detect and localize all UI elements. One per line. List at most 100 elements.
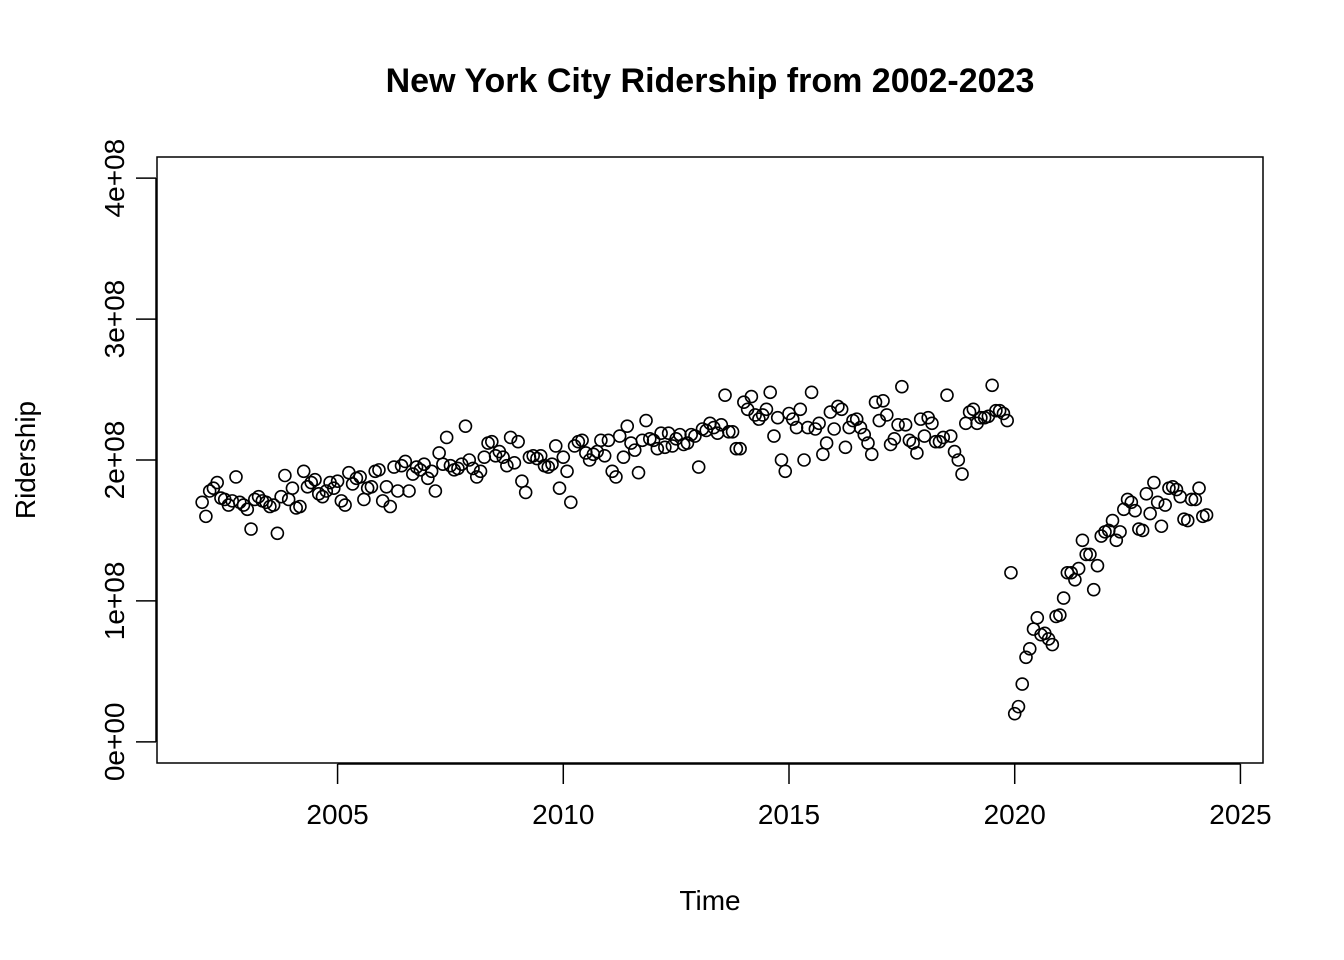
- data-point: [996, 406, 1011, 421]
- data-point: [989, 403, 1003, 418]
- data-points: [195, 378, 1214, 721]
- data-point: [278, 468, 292, 483]
- data-point: [390, 484, 405, 498]
- data-point: [722, 425, 736, 439]
- data-point: [1007, 706, 1022, 721]
- data-point: [609, 470, 623, 484]
- chart-title: New York City Ridership from 2002-2023: [386, 62, 1035, 100]
- data-point: [819, 436, 834, 450]
- data-point: [334, 494, 349, 508]
- data-point: [357, 492, 371, 507]
- data-point: [804, 385, 819, 400]
- data-point: [646, 433, 661, 448]
- data-point: [327, 481, 341, 495]
- x-tick-label: 2005: [306, 799, 368, 830]
- data-point: [1090, 558, 1105, 573]
- data-point: [383, 499, 398, 514]
- data-point: [296, 464, 311, 479]
- x-tick-label: 2025: [1209, 799, 1271, 830]
- data-point: [244, 522, 258, 536]
- data-point: [1184, 492, 1199, 507]
- data-point: [639, 413, 653, 428]
- data-point: [767, 429, 781, 443]
- data-point: [725, 425, 740, 439]
- x-axis: 2005 2010 2015 2020 2025: [306, 763, 1272, 830]
- data-point: [774, 453, 789, 467]
- data-point: [665, 439, 680, 453]
- data-point: [526, 448, 540, 463]
- data-point: [300, 479, 315, 494]
- data-point: [951, 453, 966, 467]
- data-point: [402, 484, 416, 498]
- data-point: [1071, 561, 1086, 576]
- data-point: [838, 440, 853, 455]
- data-point: [236, 498, 251, 512]
- data-point: [1030, 611, 1045, 625]
- data-point: [518, 485, 533, 500]
- data-point: [985, 378, 999, 393]
- data-point: [548, 439, 563, 453]
- data-point: [270, 526, 285, 541]
- data-point: [1113, 525, 1127, 539]
- data-point: [240, 502, 255, 517]
- data-point: [770, 410, 785, 425]
- data-point: [748, 408, 762, 422]
- data-point: [778, 464, 793, 479]
- data-point: [304, 475, 319, 490]
- data-point: [364, 479, 379, 494]
- data-point: [891, 417, 905, 432]
- data-point: [627, 443, 642, 457]
- data-point: [1128, 503, 1142, 518]
- data-point: [199, 509, 213, 524]
- data-point: [515, 474, 529, 488]
- data-point: [1083, 547, 1097, 562]
- data-point: [718, 388, 732, 402]
- data-point: [417, 457, 431, 472]
- data-point: [601, 433, 616, 448]
- data-point: [1011, 699, 1026, 714]
- data-point: [624, 436, 638, 450]
- data-point: [849, 412, 864, 426]
- data-point: [1064, 565, 1078, 580]
- data-point: [763, 385, 777, 400]
- data-point: [451, 461, 465, 476]
- data-point: [379, 479, 394, 494]
- data-point: [202, 484, 217, 498]
- data-point: [928, 434, 943, 449]
- data-point: [1143, 506, 1157, 521]
- data-point: [485, 434, 499, 449]
- data-point: [330, 474, 345, 488]
- y-tick-label: 3e+08: [99, 280, 130, 359]
- data-point: [1147, 475, 1161, 490]
- data-point: [857, 427, 872, 442]
- data-point: [372, 463, 386, 477]
- y-tick-label: 1e+08: [99, 562, 130, 641]
- data-point: [1158, 498, 1172, 512]
- data-point: [744, 389, 759, 404]
- data-point: [1022, 642, 1037, 656]
- data-point: [462, 453, 477, 467]
- data-point: [1192, 481, 1206, 495]
- data-point: [947, 444, 962, 459]
- data-point: [864, 447, 879, 462]
- data-point: [688, 429, 702, 443]
- data-point: [311, 487, 326, 501]
- x-tick-label: 2010: [532, 799, 594, 830]
- data-point: [1150, 495, 1165, 510]
- data-point: [338, 498, 352, 512]
- data-point: [229, 470, 243, 484]
- data-point: [1004, 565, 1018, 580]
- data-point: [293, 499, 307, 514]
- data-point: [1109, 533, 1124, 548]
- data-point: [917, 429, 932, 443]
- data-point: [477, 450, 492, 464]
- data-point: [1199, 508, 1214, 522]
- data-point: [500, 458, 514, 473]
- data-point: [831, 399, 845, 414]
- data-point: [507, 456, 522, 470]
- data-point: [575, 433, 589, 448]
- data-point: [793, 402, 808, 417]
- data-point: [406, 467, 420, 481]
- data-point: [541, 460, 556, 474]
- y-tick-label: 0e+00: [99, 703, 130, 782]
